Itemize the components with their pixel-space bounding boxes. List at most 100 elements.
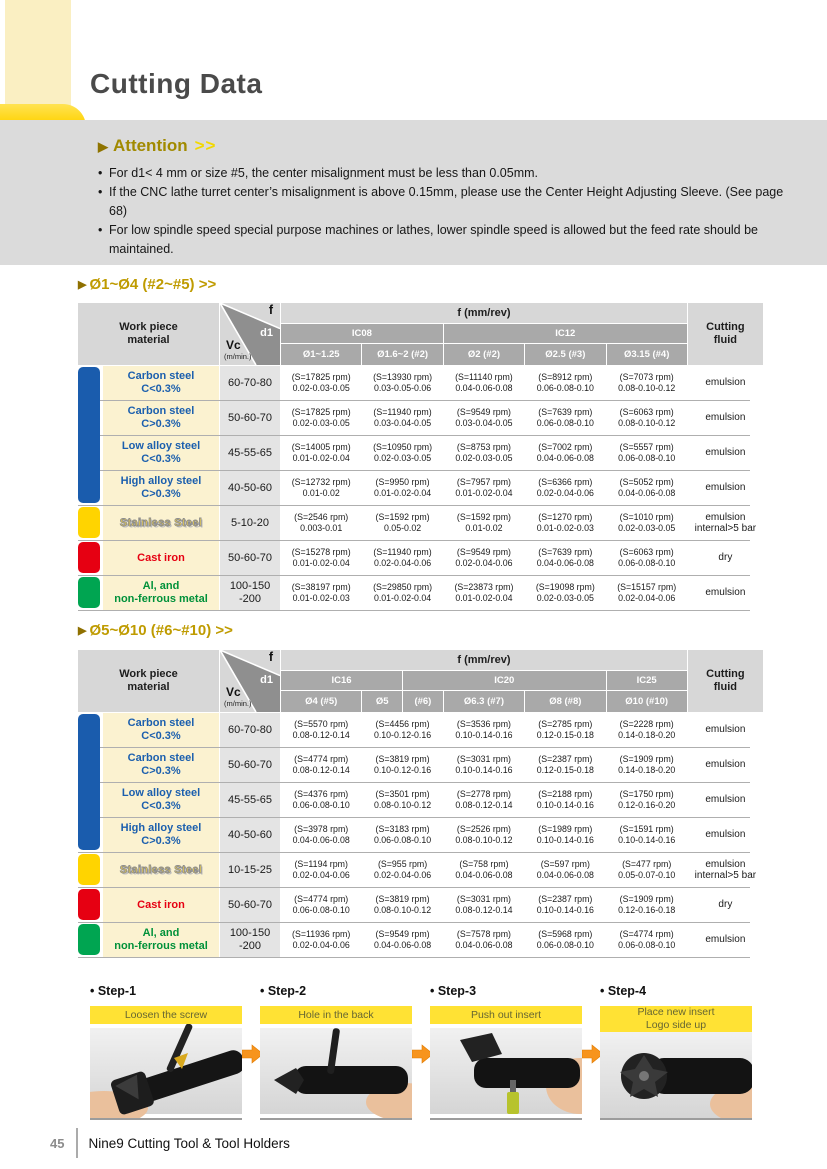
cutting-data-cell: (S=1750 rpm) 0.12-0.16-0.20	[606, 783, 687, 817]
spindle-speed: (S=4774 rpm)	[294, 754, 349, 764]
arrow-right-icon	[582, 1044, 600, 1064]
cutting-data-cell: (S=1592 rpm) 0.01-0.02	[443, 506, 525, 540]
cutting-data-cell: (S=3501 rpm) 0.08-0.10-0.12	[362, 783, 443, 817]
material-group-tab	[78, 924, 100, 955]
vc-value: 50-60-70	[227, 898, 273, 911]
cutting-data-cell: (S=4774 rpm) 0.06-0.08-0.10	[606, 923, 687, 957]
cutting-data-cell: (S=1592 rpm) 0.05-0.02	[362, 506, 443, 540]
material-label: Al, and	[142, 580, 180, 592]
cutting-data-cell: (S=5557 rpm) 0.06-0.08-0.10	[606, 436, 687, 470]
feed-range: 0.01-0.02-0.04	[292, 453, 350, 463]
chevrons: >>	[194, 136, 217, 155]
feed-range: 0.01-0.02	[302, 488, 340, 498]
feed-range: 0.10-0.12-0.16	[373, 765, 432, 775]
feed-range: 0.02-0.03-0.05	[292, 383, 350, 393]
material-label: Cast iron	[137, 898, 185, 911]
spindle-speed: (S=3501 rpm)	[375, 789, 430, 799]
material-label: C>0.3%	[141, 488, 181, 500]
spindle-speed: (S=15157 rpm)	[617, 582, 677, 592]
feed-range: 0.08-0.10-0.12	[373, 905, 432, 915]
attention-bullets: For d1< 4 mm or size #5, the center misa…	[98, 164, 798, 259]
feed-range: 0.01-0.02-0.04	[455, 593, 513, 603]
attention-box: ▶Attention>> For d1< 4 mm or size #5, th…	[0, 120, 827, 265]
material-group-tab	[78, 367, 100, 503]
feed-range: 0.12-0.15-0.18	[536, 765, 594, 775]
spindle-speed: (S=1592 rpm)	[375, 512, 430, 522]
material-cell: Al, and non-ferrous metal	[103, 923, 219, 957]
cutting-data-cell: (S=2387 rpm) 0.10-0.14-0.16	[525, 888, 606, 922]
vc-cell: 100-150 -200	[220, 923, 280, 957]
spindle-speed: (S=2228 rpm)	[619, 719, 674, 729]
spindle-speed: (S=5570 rpm)	[294, 719, 349, 729]
step-card-4: • Step-4 Place new insert Logo side up	[600, 984, 752, 1120]
vc-value: 40-50-60	[227, 481, 273, 494]
cutting-fluid-cell: emulsion internal>5 bar	[687, 506, 763, 540]
arrow-right-icon	[412, 1044, 430, 1064]
arrow-right-icon	[242, 1044, 260, 1064]
spindle-speed: (S=7002 rpm)	[538, 442, 593, 452]
arrow-marker-icon: ▶	[78, 625, 87, 637]
cutting-data-cell: (S=15157 rpm) 0.02-0.04-0.06	[606, 576, 687, 610]
spindle-speed: (S=11140 rpm)	[455, 372, 513, 382]
cutting-data-cell: (S=9549 rpm) 0.02-0.04-0.06	[443, 541, 525, 575]
material-cell: Stainless Steel	[103, 506, 219, 540]
material-label: Stainless Steel	[119, 516, 203, 529]
spindle-speed: (S=1909 rpm)	[619, 754, 674, 764]
fluid-value: emulsion	[705, 759, 746, 771]
spindle-speed: (S=7073 rpm)	[619, 372, 674, 382]
cutting-data-cell: (S=5968 rpm) 0.06-0.08-0.10	[525, 923, 606, 957]
feed-range: 0.01-0.02-0.04	[373, 488, 432, 498]
cutting-data-cell: (S=758 rpm) 0.04-0.06-0.08	[443, 853, 525, 887]
spindle-speed: (S=5557 rpm)	[619, 442, 674, 452]
material-cell: Low alloy steel C<0.3%	[103, 436, 219, 470]
vc-value: 100-150	[229, 927, 271, 939]
diameter-header: Ø1.6~2 (#2)	[362, 344, 443, 365]
step-photo	[90, 1024, 242, 1120]
table-row: Stainless Steel 10-15-25 (S=1194 rpm) 0.02-…	[78, 853, 763, 888]
spindle-speed: (S=2785 rpm)	[538, 719, 593, 729]
spindle-speed: (S=955 rpm)	[377, 859, 428, 869]
spindle-speed: (S=8912 rpm)	[538, 372, 593, 382]
feed-range: 0.08-0.12-0.14	[455, 800, 513, 810]
fluid-value: emulsion	[705, 587, 746, 599]
cutting-fluid-cell: emulsion	[687, 366, 763, 400]
spindle-speed: (S=2387 rpm)	[538, 754, 593, 764]
cutting-data-cell: (S=6063 rpm) 0.08-0.10-0.12	[606, 401, 687, 435]
cutting-data-cell: (S=5052 rpm) 0.04-0.06-0.08	[606, 471, 687, 505]
table-row: Carbon steel C<0.3% 60-70-80 (S=5570 rpm) 0.…	[78, 713, 763, 748]
cutting-data-cell: (S=8912 rpm) 0.06-0.08-0.10	[525, 366, 606, 400]
vc-label: Vc	[226, 685, 241, 699]
spindle-speed: (S=11936 rpm)	[292, 929, 351, 939]
spindle-speed: (S=13930 rpm)	[373, 372, 433, 382]
attention-bullet: For low spindle speed special purpose ma…	[98, 221, 798, 259]
vc-value: 50-60-70	[227, 411, 273, 424]
vc-value: 40-50-60	[227, 828, 273, 841]
cutting-data-cell: (S=1989 rpm) 0.10-0.14-0.16	[525, 818, 606, 852]
cutting-data-cell: (S=4774 rpm) 0.08-0.12-0.14	[281, 748, 362, 782]
feed-range: 0.08-0.12-0.14	[292, 765, 350, 775]
spindle-speed: (S=9549 rpm)	[375, 929, 430, 939]
cutting-data-cell: (S=38197 rpm) 0.01-0.02-0.03	[281, 576, 362, 610]
page-number: 45	[50, 1135, 65, 1151]
spindle-speed: (S=7957 rpm)	[456, 477, 511, 487]
fluid-value: emulsion	[705, 934, 746, 946]
vc-cell: 10-15-25	[220, 853, 280, 887]
spindle-speed: (S=5968 rpm)	[538, 929, 593, 939]
spindle-speed: (S=1270 rpm)	[538, 512, 593, 522]
cutting-fluid-cell: emulsion	[687, 576, 763, 610]
cutting-data-cell: (S=6366 rpm) 0.02-0.04-0.06	[525, 471, 606, 505]
material-group-tab	[78, 854, 100, 885]
material-cell: Stainless Steel	[103, 853, 219, 887]
vc-cell: 50-60-70	[220, 541, 280, 575]
spindle-speed: (S=6063 rpm)	[619, 407, 674, 417]
cutting-data-cell: (S=5570 rpm) 0.08-0.12-0.14	[281, 713, 362, 747]
diameter-header: Ø1~1.25	[281, 344, 362, 365]
cutting-data-cell: (S=8753 rpm) 0.02-0.03-0.05	[443, 436, 525, 470]
cutting-fluid-cell: emulsion	[687, 471, 763, 505]
diameter-header: Ø5	[362, 691, 403, 712]
spindle-speed: (S=12732 rpm)	[291, 477, 351, 487]
material-label: C<0.3%	[141, 730, 181, 742]
material-label: C>0.3%	[141, 765, 181, 777]
spindle-speed: (S=2387 rpm)	[538, 894, 593, 904]
feed-range: 0.10-0.12-0.16	[373, 730, 432, 740]
